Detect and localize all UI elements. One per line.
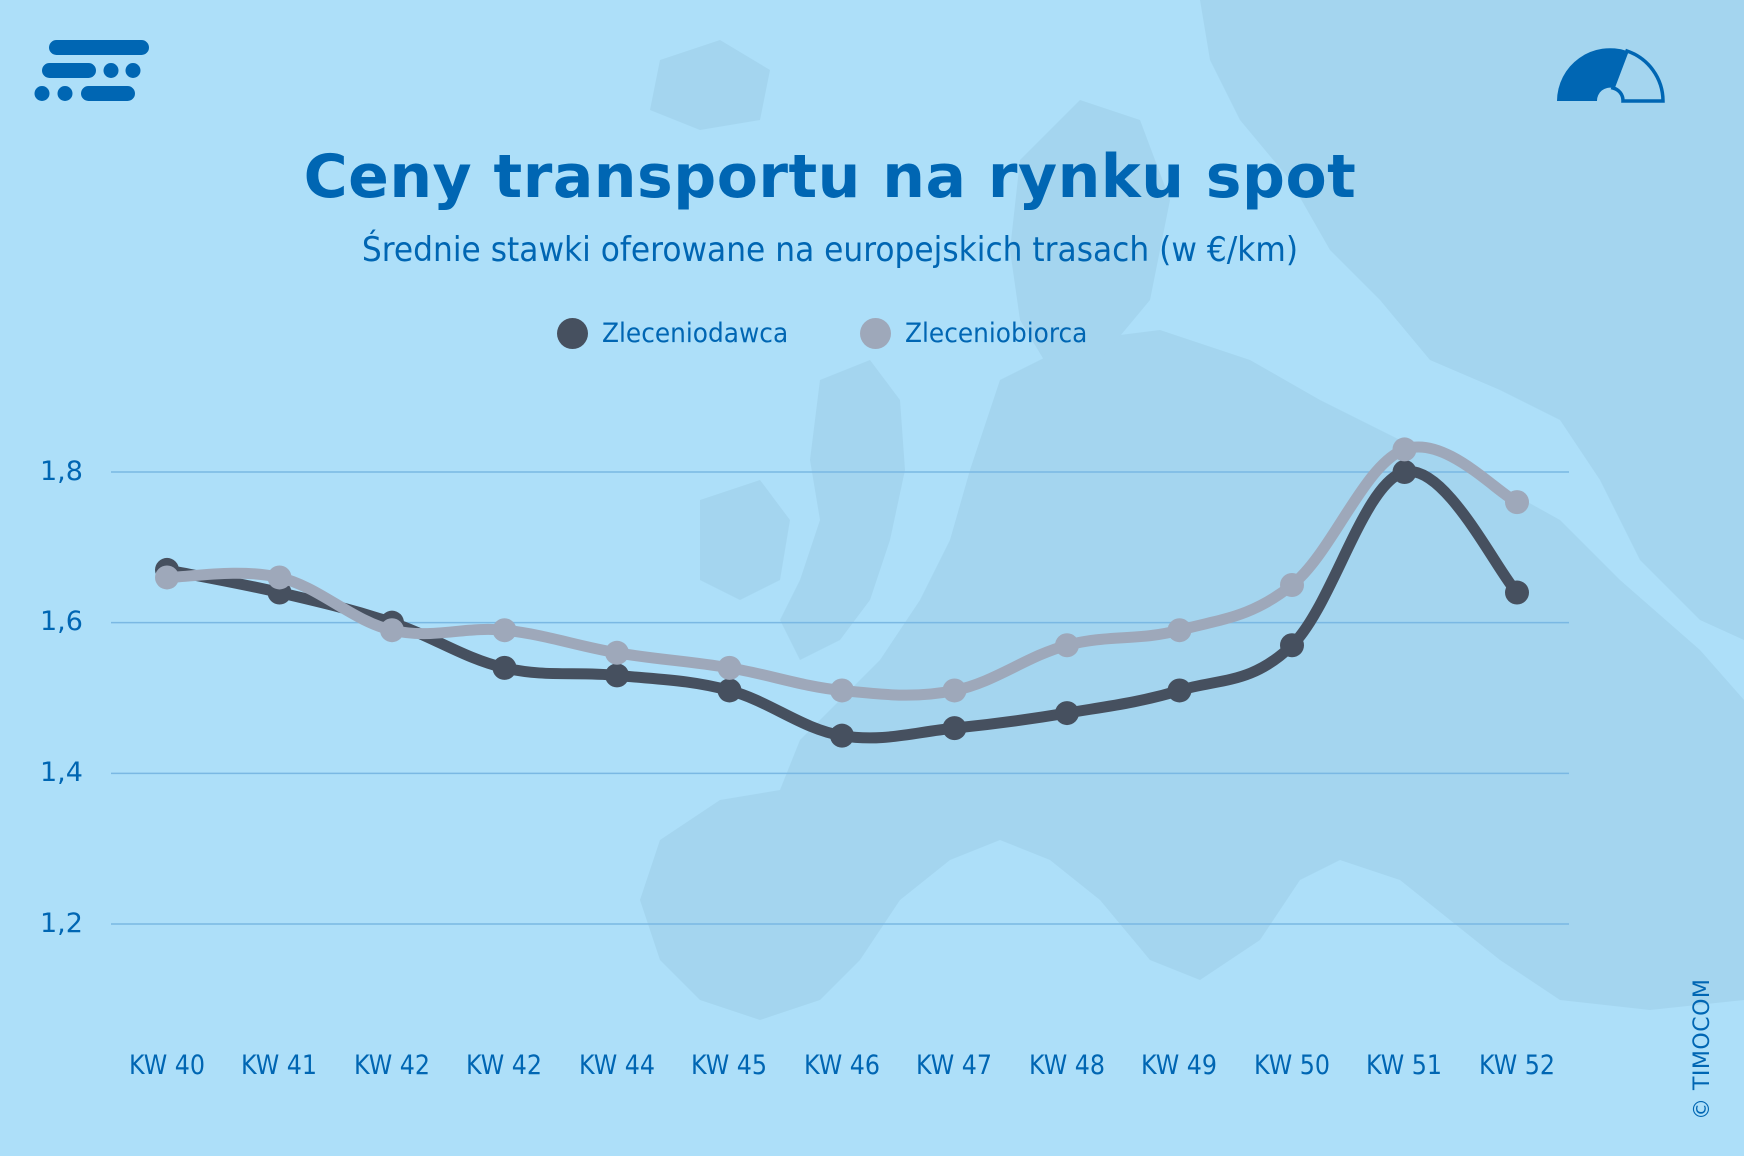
legend-item-zleceniodawca: Zleceniodawca [556,318,804,349]
data-point-marker [155,565,179,590]
chart-subtitle: Średnie stawki oferowane na europejskich… [361,230,1299,270]
data-point-marker [1055,701,1079,726]
x-tick-label: KW 48 [1028,1050,1106,1081]
data-point-marker [1280,573,1304,597]
data-point-marker [942,716,967,741]
series-zleceniodawca [155,460,1529,748]
x-tick-label: KW 47 [915,1050,993,1081]
gridlines [111,471,1569,925]
data-point-marker [717,678,742,703]
data-point-marker [1055,633,1079,658]
legend-label: Zleceniodawca [601,318,788,349]
data-point-marker [1392,437,1417,462]
legend-label: Zleceniobiorca [905,318,1088,349]
data-point-marker [380,618,404,643]
legend-marker-light-icon [860,318,892,349]
series-zleceniobiorca [155,437,1529,703]
x-tick-label: KW 41 [240,1050,318,1081]
x-tick-label: KW 42 [353,1050,431,1081]
legend-marker-dark-icon [556,318,588,349]
data-point-marker [830,678,854,703]
y-tick-label: 1,2 [40,908,83,939]
data-point-marker [492,618,517,643]
y-tick-label: 1,6 [40,606,83,637]
data-point-marker [717,655,742,680]
data-point-marker [1505,580,1529,605]
data-point-marker [605,663,629,688]
data-point-marker [830,723,854,748]
data-point-marker [267,565,292,590]
data-point-marker [1280,633,1304,658]
x-tick-label: KW 51 [1365,1050,1443,1081]
chart-legend: Zleceniodawca Zleceniobiorca [0,318,1660,349]
x-tick-label: KW 42 [465,1050,543,1081]
data-point-marker [1167,678,1192,703]
data-point-marker [942,678,967,703]
series-line [161,441,1523,701]
data-point-marker [1392,460,1417,484]
data-point-marker [1505,490,1529,515]
data-point-marker [492,655,517,680]
x-tick-label: KW 44 [578,1050,656,1081]
x-tick-label: KW 45 [690,1050,768,1081]
y-tick-label: 1,8 [40,456,83,487]
x-tick-label: KW 50 [1253,1050,1331,1081]
copyright-text: © TIMOCOM [1690,978,1715,1120]
x-tick-label: KW 46 [803,1050,881,1081]
data-point-marker [1167,618,1192,643]
data-series [155,437,1529,748]
legend-item-zleceniobiorca: Zleceniobiorca [860,318,1103,349]
x-tick-label: KW 49 [1140,1050,1218,1081]
x-tick-label: KW 52 [1478,1050,1556,1081]
chart-title: Ceny transportu na rynku spot [303,142,1357,212]
speedometer-gauge-icon [1557,48,1665,103]
data-point-marker [605,640,629,665]
x-tick-label: KW 40 [128,1050,206,1081]
y-tick-label: 1,4 [40,757,83,788]
timocom-logo-icon [34,40,149,101]
